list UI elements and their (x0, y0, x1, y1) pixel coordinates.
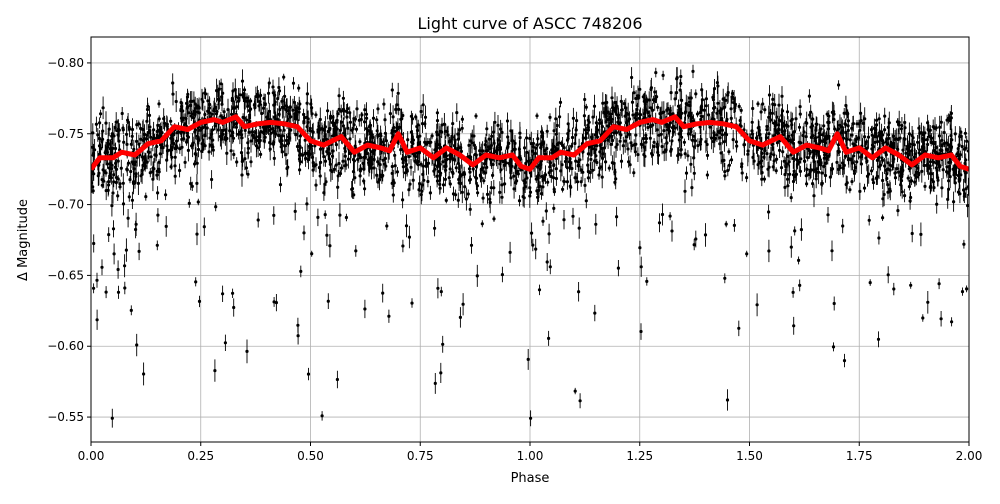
x-tick-label: 1.25 (626, 449, 653, 463)
x-tick-label: 1.50 (736, 449, 763, 463)
x-tick-label: 2.00 (956, 449, 983, 463)
trend-line (91, 114, 969, 172)
y-tick-label: −0.65 (47, 268, 84, 282)
y-tick-label: −0.80 (47, 56, 84, 70)
y-axis: −0.80 −0.75 −0.70 −0.65 −0.60 −0.55 (47, 56, 91, 424)
x-tick-label: 0.25 (187, 449, 214, 463)
x-tick-label: 0.75 (407, 449, 434, 463)
y-tick-label: −0.75 (47, 127, 84, 141)
y-tick-label: −0.60 (47, 339, 84, 353)
chart-title: Light curve of ASCC 748206 (417, 14, 642, 33)
x-tick-label: 0.00 (78, 449, 105, 463)
x-tick-label: 0.50 (297, 449, 324, 463)
y-tick-label: −0.55 (47, 410, 84, 424)
x-tick-label: 1.75 (846, 449, 873, 463)
x-axis-label: Phase (511, 471, 550, 486)
x-axis: 0.00 0.25 0.50 0.75 1.00 1.25 1.50 1.75 2.00 (78, 442, 983, 463)
point-markers (91, 69, 969, 420)
y-tick-label: −0.70 (47, 198, 84, 212)
x-tick-label: 1.00 (517, 449, 544, 463)
y-axis-label: Δ Magnitude (16, 199, 31, 281)
